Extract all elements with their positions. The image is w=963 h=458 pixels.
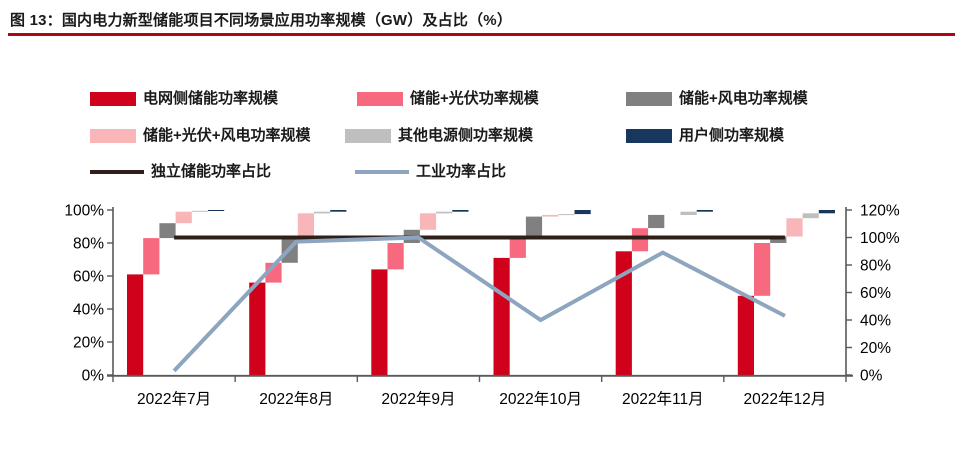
bar-segment-3-month-2 xyxy=(419,213,437,230)
bar-segment-1-month-4 xyxy=(631,228,649,252)
legend-label: 工业功率占比 xyxy=(416,163,507,180)
legend-label: 独立储能功率占比 xyxy=(151,163,272,180)
bar-segment-0-month-5 xyxy=(737,295,754,375)
y-left-tick-label: 0% xyxy=(82,368,105,385)
bar-segment-0-month-1 xyxy=(249,282,266,375)
bar-segment-1-month-5 xyxy=(754,243,771,296)
x-tick-label: 2022年9月 xyxy=(381,390,455,408)
x-tick-label: 2022年12月 xyxy=(744,390,827,408)
bar-segment-1-month-2 xyxy=(387,243,404,270)
title-underline xyxy=(8,33,955,36)
legend-item-7: 工业功率占比 xyxy=(355,163,506,181)
bar-segment-5-month-4 xyxy=(696,210,713,212)
legend-label: 储能+光伏+风电功率规模 xyxy=(143,127,311,144)
bar-segment-3-month-0 xyxy=(175,211,192,224)
legend-color-swatch xyxy=(626,129,672,143)
bar-segment-3-month-1 xyxy=(297,213,314,237)
bar-segment-2-month-3 xyxy=(525,216,543,239)
y-left-tick-label: 20% xyxy=(73,335,104,352)
bar-segment-0-month-4 xyxy=(615,251,632,376)
legend-label: 用户侧功率规模 xyxy=(679,127,785,144)
bar-segment-2-month-4 xyxy=(648,214,665,229)
bar-segment-0-month-0 xyxy=(127,274,144,375)
legend-color-swatch xyxy=(357,92,403,106)
legend-item-2: 储能+风电功率规模 xyxy=(626,90,808,108)
bar-segment-4-month-1 xyxy=(314,211,331,214)
legend-line-swatch xyxy=(355,170,409,174)
bar-segment-1-month-0 xyxy=(143,238,160,275)
legend-color-swatch xyxy=(90,129,136,143)
bar-segment-4-month-5 xyxy=(802,213,819,219)
bar-segment-5-month-2 xyxy=(452,210,469,212)
y-left-tick-label: 60% xyxy=(73,269,104,286)
legend-label: 储能+光伏功率规模 xyxy=(410,90,539,107)
legend-item-6: 独立储能功率占比 xyxy=(90,163,271,181)
bar-segment-5-month-1 xyxy=(330,210,347,212)
y-left-tick-label: 40% xyxy=(73,302,104,319)
legend-label: 储能+风电功率规模 xyxy=(679,90,808,107)
bar-segment-1-month-3 xyxy=(509,238,526,258)
legend-item-0: 电网侧储能功率规模 xyxy=(90,90,278,108)
y-left-tick-label: 100% xyxy=(64,203,104,220)
bar-segment-5-month-3 xyxy=(574,210,591,215)
y-right-tick-label: 20% xyxy=(860,340,891,357)
y-right-tick-label: 120% xyxy=(860,203,900,220)
y-left-tick-label: 80% xyxy=(73,236,104,253)
legend-color-swatch xyxy=(90,92,136,106)
bar-segment-4-month-4 xyxy=(680,211,697,215)
bar-segment-4-month-0 xyxy=(191,210,208,212)
legend-item-5: 用户侧功率规模 xyxy=(626,127,784,145)
legend-item-1: 储能+光伏功率规模 xyxy=(357,90,539,108)
line-industrial-share xyxy=(172,235,786,373)
x-tick-label: 2022年7月 xyxy=(137,390,211,408)
y-right-tick-label: 80% xyxy=(860,258,891,275)
y-right-tick-label: 40% xyxy=(860,313,891,330)
y-right-tick-label: 100% xyxy=(860,230,900,247)
bar-segment-2-month-5 xyxy=(770,236,787,243)
bar-segment-5-month-0 xyxy=(208,210,225,211)
bar-segment-4-month-2 xyxy=(436,211,453,214)
x-tick-label: 2022年11月 xyxy=(622,390,704,408)
bar-segment-5-month-5 xyxy=(818,210,835,214)
chart-legend: 电网侧储能功率规模 储能+光伏功率规模 储能+风电功率规模储能+光伏+风电功率规模 其… xyxy=(0,0,963,200)
x-tick-label: 2022年10月 xyxy=(499,390,582,408)
legend-label: 电网侧储能功率规模 xyxy=(143,90,279,107)
bar-segment-0-month-2 xyxy=(371,269,388,375)
legend-color-swatch xyxy=(345,129,391,143)
bar-segment-2-month-0 xyxy=(159,223,176,239)
bar-segment-0-month-3 xyxy=(493,257,510,375)
legend-item-4: 其他电源侧功率规模 xyxy=(345,127,533,145)
legend-item-3: 储能+光伏+风电功率规模 xyxy=(90,127,311,145)
bar-segment-4-month-3 xyxy=(558,214,575,216)
y-right-tick-label: 0% xyxy=(860,368,883,385)
figure-title: 图 13：国内电力新型储能项目不同场景应用功率规模（GW）及占比（%） xyxy=(10,12,513,29)
legend-label: 其他电源侧功率规模 xyxy=(398,127,534,144)
x-tick-label: 2022年8月 xyxy=(259,390,333,408)
bar-segment-3-month-3 xyxy=(542,214,559,217)
y-right-tick-label: 60% xyxy=(860,285,891,302)
legend-color-swatch xyxy=(626,92,672,106)
legend-line-swatch xyxy=(90,170,144,174)
bar-segment-3-month-5 xyxy=(786,218,803,237)
